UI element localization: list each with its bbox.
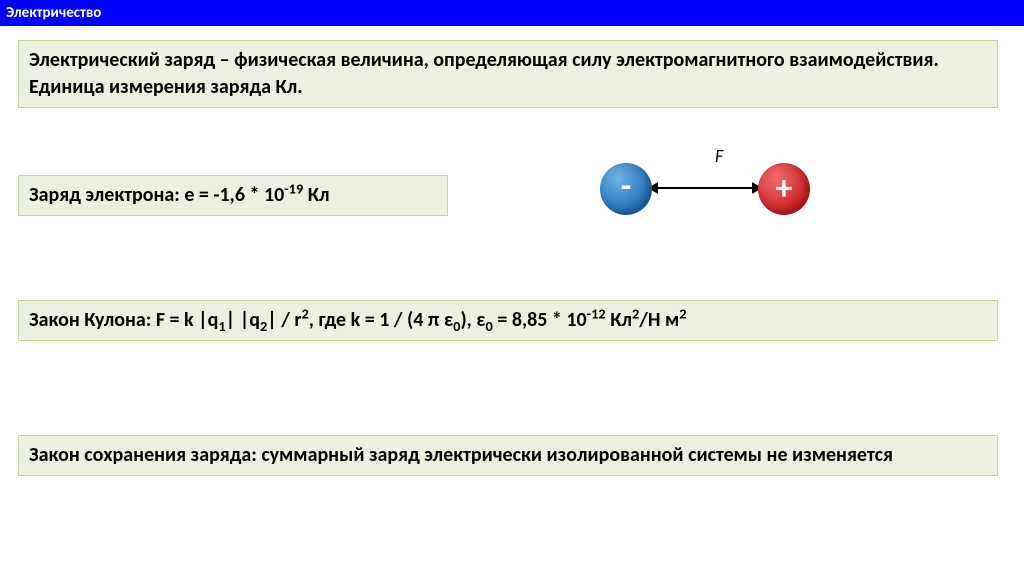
charge-diagram: F - + xyxy=(600,145,820,225)
coulomb-p7: Кл xyxy=(606,308,632,332)
force-label: F xyxy=(715,145,723,167)
coulomb-p1: Закон Кулона: F = k |q xyxy=(29,308,218,332)
definition-box: Электрический заряд – физическая величин… xyxy=(18,40,998,108)
positive-symbol: + xyxy=(776,168,793,209)
coulomb-e4: 2 xyxy=(679,304,686,322)
arrow-line xyxy=(652,187,758,189)
definition-text: Электрический заряд – физическая величин… xyxy=(29,48,939,99)
coulomb-p3: | / r xyxy=(267,308,301,332)
coulomb-s4: 0 xyxy=(486,317,493,335)
negative-charge-icon: - xyxy=(600,163,652,215)
header-title: Электричество xyxy=(6,4,101,22)
coulomb-law-box: Закон Кулона: F = k |q1| |q2| / r2, где … xyxy=(18,300,998,341)
electron-charge-prefix: Заряд электрона: e = -1,6 * 10 xyxy=(29,183,284,207)
negative-symbol: - xyxy=(621,166,631,207)
coulomb-p5: ), ε xyxy=(460,308,485,332)
coulomb-e1: 2 xyxy=(301,304,308,322)
electron-charge-suffix: Кл xyxy=(303,183,329,207)
electron-charge-box: Заряд электрона: e = -1,6 * 10-19 Кл xyxy=(18,175,448,216)
positive-charge-icon: + xyxy=(758,163,810,215)
coulomb-p6: = 8,85 * 10 xyxy=(493,308,587,332)
coulomb-p4: , где k = 1 / (4 π ε xyxy=(309,308,453,332)
coulomb-p8: /Н м xyxy=(639,308,679,332)
conservation-law-box: Закон сохранения заряда: суммарный заряд… xyxy=(18,435,998,476)
coulomb-e2: -12 xyxy=(587,304,606,322)
electron-charge-exp: -19 xyxy=(284,179,303,197)
coulomb-p2: | |q xyxy=(226,308,260,332)
header-bar: Электричество xyxy=(0,0,1024,26)
coulomb-s1: 1 xyxy=(218,317,225,335)
conservation-text: Закон сохранения заряда: суммарный заряд… xyxy=(29,443,893,467)
